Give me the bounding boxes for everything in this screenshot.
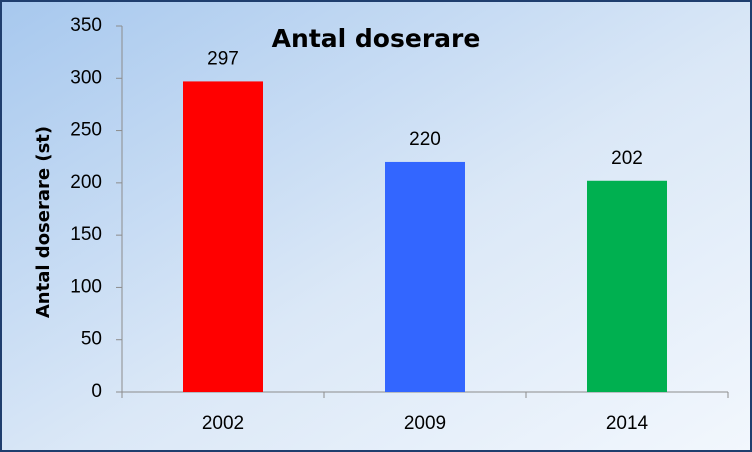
bar xyxy=(385,161,465,392)
y-tick-label: 50 xyxy=(81,329,102,350)
y-axis-label: Antal doserare (st) xyxy=(33,126,54,318)
data-label: 202 xyxy=(611,148,643,169)
y-tick-label: 100 xyxy=(70,276,102,297)
x-tick-label: 2014 xyxy=(606,413,649,434)
x-tick-label: 2009 xyxy=(404,413,446,434)
y-tick-label: 0 xyxy=(91,381,102,402)
data-label: 297 xyxy=(207,48,239,69)
y-tick-label: 300 xyxy=(70,67,102,88)
y-tick-label: 200 xyxy=(70,172,102,193)
y-tick-label: 250 xyxy=(70,120,102,141)
data-label: 220 xyxy=(409,129,441,150)
bar xyxy=(587,180,667,392)
bar xyxy=(183,81,263,393)
y-tick-label: 150 xyxy=(70,224,102,245)
y-tick-label: 350 xyxy=(70,15,102,36)
x-tick-label: 2002 xyxy=(202,413,244,434)
chart-title: Antal doserare xyxy=(272,24,481,53)
